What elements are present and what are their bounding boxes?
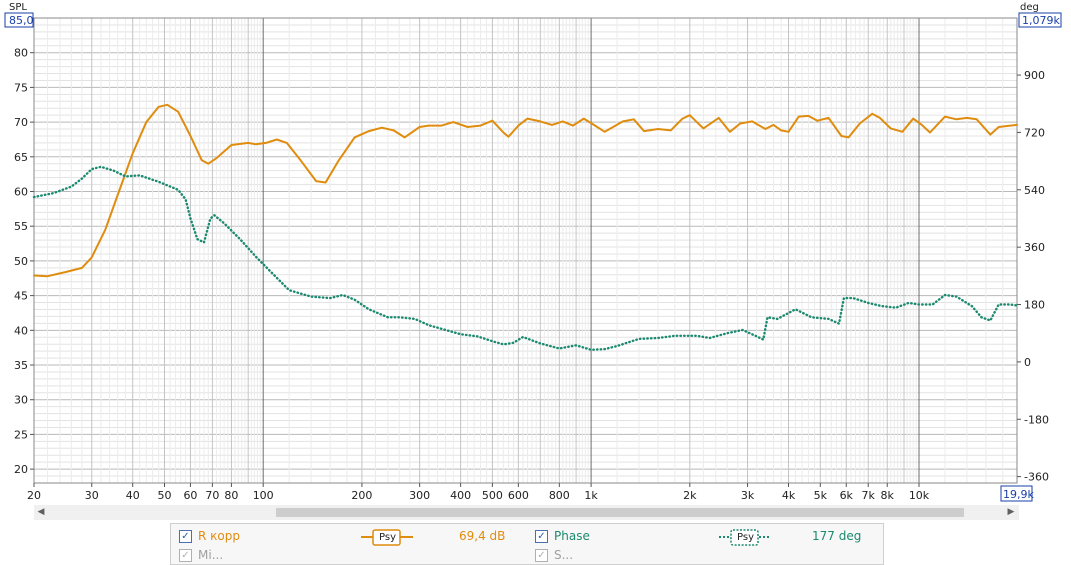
spl-legend-label: R корр <box>198 529 240 543</box>
x-tick-label: 10k <box>909 489 930 502</box>
second-trace-checkbox[interactable]: ✓ <box>179 549 192 562</box>
phase-readout: 177 deg <box>812 529 862 543</box>
spl-swatch-label: Psy <box>379 532 396 543</box>
x-tick-label: 6k <box>840 489 854 502</box>
bottom-axis: 20 30 40 50 60 70 80 100 200 300 400 500 600 800 1k 2k 3… <box>27 483 930 502</box>
x-tick-label: 600 <box>508 489 529 502</box>
y-tick-label: 80 <box>14 47 28 60</box>
y-tick-label: 25 <box>14 428 28 441</box>
chart-grid <box>33 17 1018 484</box>
x-tick-label: 2k <box>683 489 697 502</box>
y-max-box[interactable]: 85,0 <box>4 12 34 28</box>
fourth-trace-checkbox[interactable]: ✓ <box>535 549 548 562</box>
plot-frame <box>33 17 1018 484</box>
scroll-thumb[interactable] <box>276 508 964 517</box>
second-trace-label: Mi... <box>198 548 224 562</box>
x-tick-label: 4k <box>782 489 796 502</box>
right-axis: 900 720 540 360 180 0 -180 -360 <box>1017 69 1049 484</box>
frequency-response-chart: 80 75 70 65 60 55 50 45 40 35 30 25 20 900 720 540 360 1… <box>4 2 1062 502</box>
chart-series <box>32 103 1019 351</box>
x-tick-label: 70 <box>205 489 219 502</box>
y-tick-label: 50 <box>14 255 28 268</box>
spl-readout: 69,4 dB <box>459 529 506 543</box>
x-tick-label: 100 <box>253 489 274 502</box>
fourth-trace-label: S... <box>554 548 574 562</box>
y-tick-label: 70 <box>14 116 28 129</box>
x-tick-label: 500 <box>482 489 503 502</box>
spl-checkbox[interactable]: ✓ <box>179 530 192 543</box>
x-tick-label: 8k <box>881 489 895 502</box>
svg-text:1,079k: 1,079k <box>1022 14 1060 27</box>
left-axis: 80 75 70 65 60 55 50 45 40 35 30 25 20 <box>14 47 34 476</box>
phase-legend-label: Phase <box>554 529 590 543</box>
y-tick-label: 40 <box>14 324 28 337</box>
x-tick-label: 30 <box>85 489 99 502</box>
x-tick-label: 60 <box>183 489 197 502</box>
y-tick-label: 60 <box>14 186 28 199</box>
x-tick-label: 7k <box>862 489 876 502</box>
x-tick-label: 5k <box>814 489 828 502</box>
left-axis-label: SPL <box>9 2 27 13</box>
y2-tick-label: 360 <box>1024 241 1045 254</box>
x-tick-label: 300 <box>409 489 430 502</box>
y-tick-label: 35 <box>14 359 28 372</box>
svg-text:85,0: 85,0 <box>9 14 34 27</box>
plot-area <box>34 18 1017 483</box>
x-tick-label: 800 <box>549 489 570 502</box>
y-tick-label: 20 <box>14 463 28 476</box>
x-max-box[interactable]: 19,9k <box>1000 485 1034 502</box>
y-tick-label: 45 <box>14 290 28 303</box>
legend-panel: ✓ R корр Psy 69,4 dB ✓ Phase Psy 177 deg… <box>170 523 884 565</box>
y-tick-label: 65 <box>14 151 28 164</box>
y2-tick-label: -360 <box>1024 471 1049 484</box>
phase-swatch-icon[interactable] <box>719 527 771 547</box>
y2-max-box[interactable]: 1,079k <box>1018 12 1062 28</box>
scroll-right-icon[interactable]: ▶ <box>1007 507 1015 517</box>
horizontal-scrollbar[interactable]: ◀ ▶ <box>34 505 1019 520</box>
x-tick-label: 50 <box>157 489 171 502</box>
x-tick-label: 1k <box>584 489 598 502</box>
x-tick-label: 3k <box>741 489 755 502</box>
scroll-left-icon[interactable]: ◀ <box>37 507 45 517</box>
y-tick-label: 30 <box>14 394 28 407</box>
phase-swatch-label: Psy <box>737 532 754 543</box>
phase-series-line <box>32 165 1019 351</box>
right-axis-label: deg <box>1020 2 1039 13</box>
x-tick-label: 80 <box>224 489 238 502</box>
y2-tick-label: 540 <box>1024 184 1045 197</box>
svg-text:19,9k: 19,9k <box>1003 488 1034 501</box>
x-tick-label: 400 <box>450 489 471 502</box>
phase-checkbox[interactable]: ✓ <box>535 530 548 543</box>
spl-swatch-icon[interactable] <box>361 527 413 547</box>
y2-tick-label: 900 <box>1024 69 1045 82</box>
y-tick-label: 55 <box>14 220 28 233</box>
y-tick-label: 75 <box>14 81 28 94</box>
x-tick-label: 20 <box>27 489 41 502</box>
y2-tick-label: 0 <box>1024 356 1031 369</box>
y2-tick-label: 720 <box>1024 126 1045 139</box>
y2-tick-label: 180 <box>1024 299 1045 312</box>
x-tick-label: 40 <box>126 489 140 502</box>
y2-tick-label: -180 <box>1024 413 1049 426</box>
spl-series-line <box>33 103 1018 278</box>
x-tick-label: 200 <box>351 489 372 502</box>
